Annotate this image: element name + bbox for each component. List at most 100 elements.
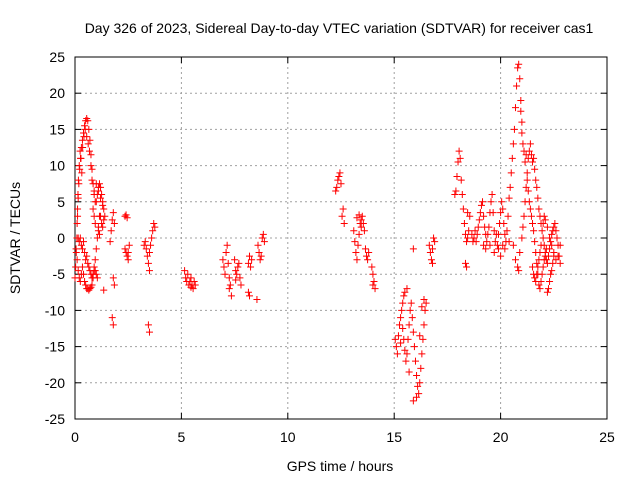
x-tick-label: 10 (280, 429, 296, 445)
data-point (497, 252, 505, 260)
data-point (534, 263, 542, 271)
data-point (91, 267, 99, 275)
data-point (404, 335, 412, 343)
data-point (337, 180, 345, 188)
data-point (474, 223, 482, 231)
data-point (98, 220, 106, 228)
data-point (145, 328, 153, 336)
data-point (505, 238, 513, 246)
data-point (151, 223, 159, 231)
data-point (459, 205, 467, 213)
data-point (101, 212, 109, 220)
data-point (87, 162, 95, 170)
data-point (78, 245, 86, 253)
data-point (480, 241, 488, 249)
data-point (413, 393, 421, 401)
data-point (145, 248, 153, 256)
data-point (80, 238, 88, 246)
data-point (463, 263, 471, 271)
data-point (490, 227, 498, 235)
y-tick-label: 15 (49, 121, 65, 137)
data-point (107, 227, 115, 235)
data-point (74, 205, 82, 213)
data-point (513, 82, 521, 90)
data-point (352, 248, 360, 256)
data-point (83, 133, 91, 141)
data-point (245, 252, 253, 260)
data-point (332, 187, 340, 195)
data-point (461, 259, 469, 267)
data-point (548, 241, 556, 249)
data-point (546, 234, 554, 242)
data-point (81, 248, 89, 256)
y-axis-ticks: -25 -20 -15 -10 -5 0 5 10 15 20 25 (45, 49, 607, 427)
y-tick-label: -15 (45, 339, 65, 355)
data-point (81, 125, 89, 133)
data-point (416, 332, 424, 340)
data-point (519, 140, 527, 148)
data-point (487, 198, 495, 206)
data-point (518, 118, 526, 126)
data-point (456, 154, 464, 162)
data-point (504, 212, 512, 220)
data-point (100, 205, 108, 213)
data-point (187, 283, 195, 291)
data-point (466, 212, 474, 220)
data-point (475, 216, 483, 224)
data-point (427, 256, 435, 264)
data-point (109, 209, 117, 217)
data-point (518, 129, 526, 137)
data-point (523, 176, 531, 184)
data-point (521, 158, 529, 166)
data-point (415, 390, 423, 398)
data-point (394, 332, 402, 340)
data-point (222, 248, 230, 256)
data-point (78, 136, 86, 144)
data-point (237, 281, 245, 289)
data-point (97, 183, 105, 191)
data-point (408, 314, 416, 322)
data-point (220, 263, 228, 271)
data-point (335, 172, 343, 180)
data-point (359, 220, 367, 228)
data-point (93, 234, 101, 242)
x-tick-label: 15 (386, 429, 402, 445)
data-point (84, 117, 92, 125)
data-point (531, 165, 539, 173)
data-point (88, 165, 96, 173)
data-point (541, 216, 549, 224)
data-point (124, 256, 132, 264)
data-point (477, 201, 485, 209)
data-point (497, 209, 505, 217)
data-point (515, 267, 523, 275)
data-point (147, 241, 155, 249)
data-point (74, 191, 82, 199)
data-point (547, 270, 555, 278)
y-tick-label: -5 (53, 266, 66, 282)
data-point (553, 234, 561, 242)
y-tick-label: 25 (49, 49, 65, 65)
data-point (351, 238, 359, 246)
data-point (143, 252, 151, 260)
data-point (549, 259, 557, 267)
data-point (393, 350, 401, 358)
y-tick-label: -10 (45, 302, 65, 318)
data-point (535, 256, 543, 264)
data-point (81, 277, 89, 285)
data-point (397, 339, 405, 347)
data-point (232, 276, 240, 284)
data-point (548, 267, 556, 275)
data-point (234, 263, 242, 271)
data-point (525, 198, 533, 206)
data-point (140, 241, 148, 249)
data-point (520, 212, 528, 220)
data-point (518, 234, 526, 242)
data-point (75, 162, 83, 170)
data-point (410, 343, 418, 351)
data-point (509, 241, 517, 249)
data-point (255, 248, 263, 256)
data-point (370, 277, 378, 285)
x-tick-label: 5 (178, 429, 186, 445)
data-point (494, 230, 502, 238)
